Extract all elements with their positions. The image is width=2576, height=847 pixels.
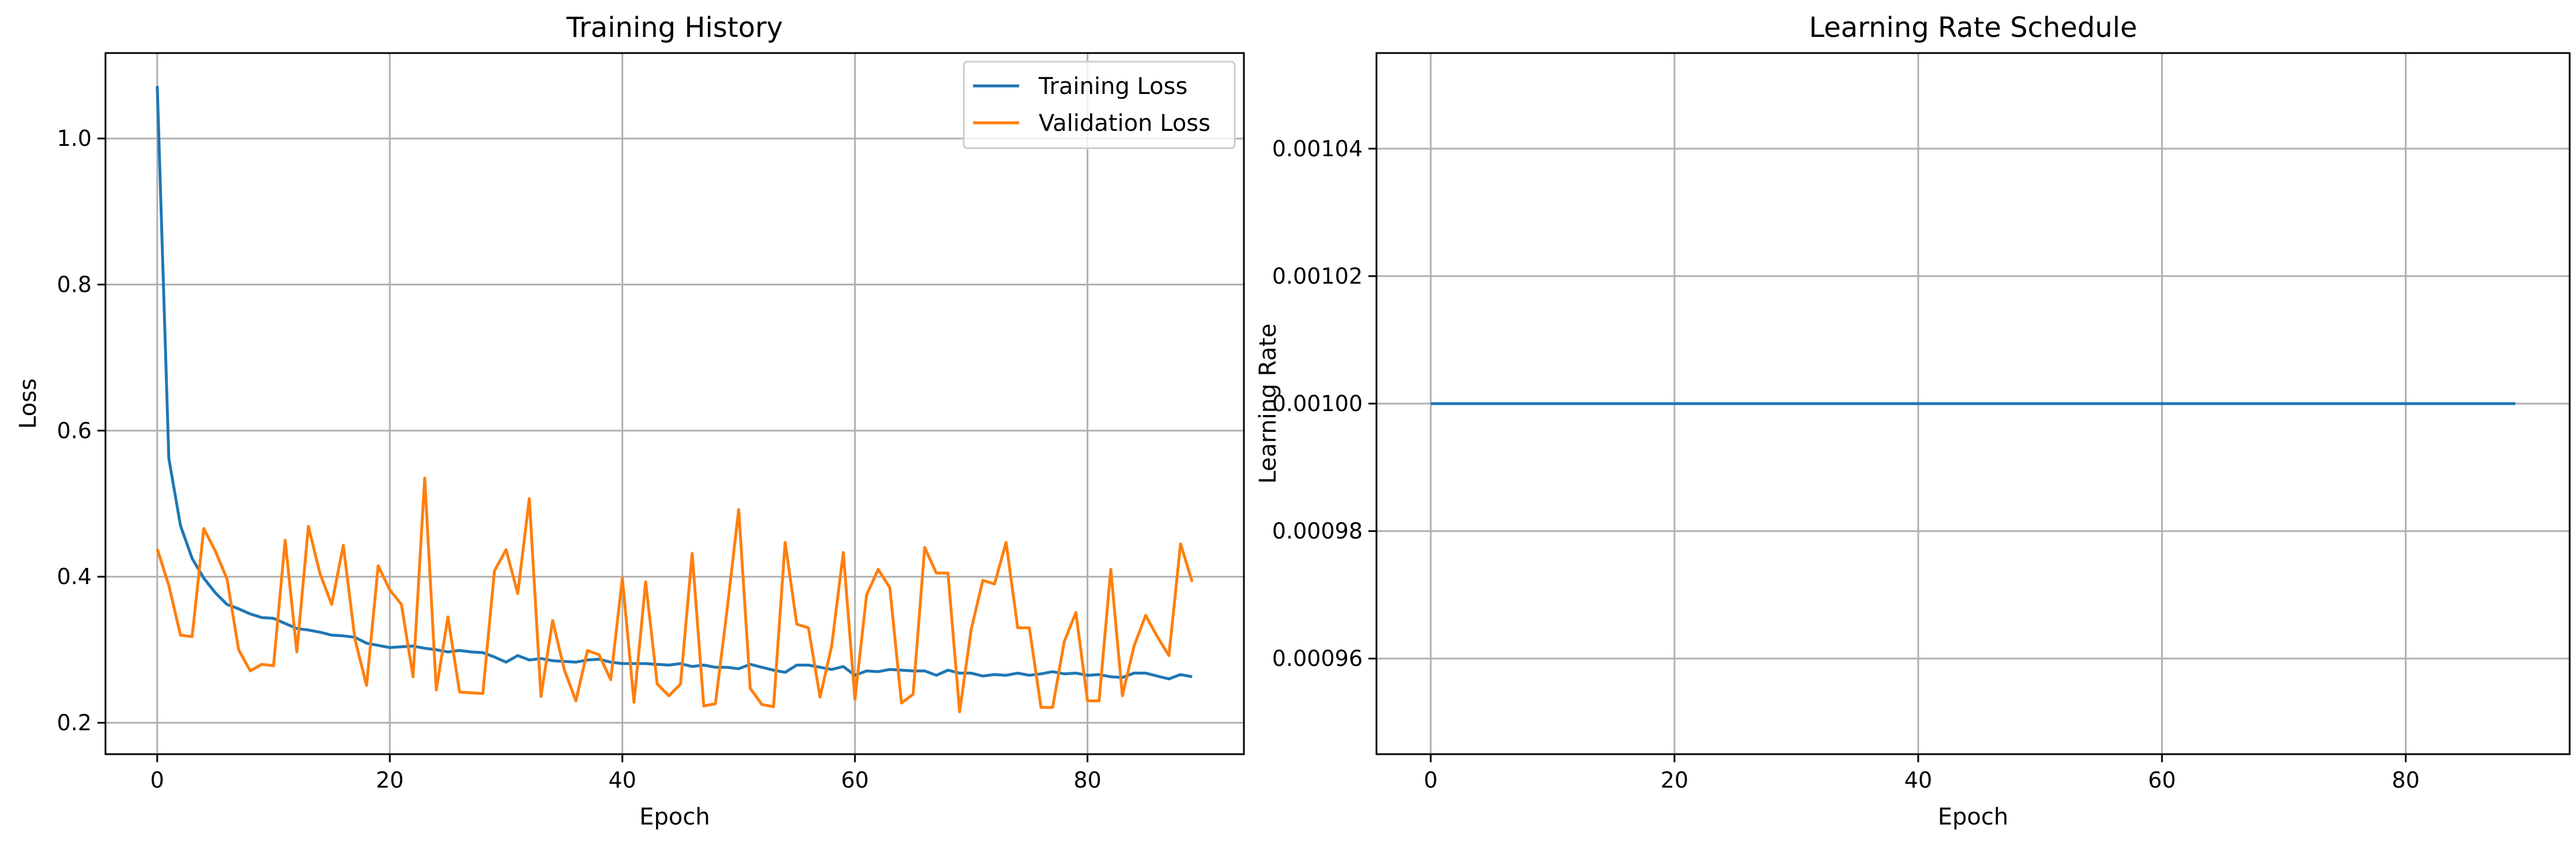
x-tick-label: 40: [609, 767, 636, 793]
y-tick-label: 0.00104: [1272, 136, 1363, 161]
x-tick-label: 20: [376, 767, 403, 793]
training-history-series: [156, 85, 1194, 713]
training-history-x-ticks: 0 20 40 60 80: [150, 754, 1102, 793]
training-history-chart: 0 20 40 60 80 0.2 0.4 0.6 0.8 1.0 Training Histo…: [15, 12, 1245, 830]
series-line: [156, 85, 1193, 680]
learning-rate-y-label: Learning Rate: [1255, 323, 1281, 484]
y-tick-label: 0.6: [57, 418, 92, 443]
x-tick-label: 80: [1073, 767, 1101, 793]
learning-rate-x-label: Epoch: [1938, 804, 2008, 830]
y-tick-label: 0.2: [57, 710, 92, 736]
y-tick-label: 0.00102: [1272, 263, 1363, 289]
y-tick-label: 0.00098: [1272, 518, 1363, 544]
x-tick-label: 20: [1661, 767, 1688, 793]
y-tick-label: 0.00096: [1272, 646, 1363, 671]
x-tick-label: 60: [841, 767, 869, 793]
y-tick-label: 0.8: [57, 272, 92, 298]
training-history-y-label: Loss: [15, 378, 42, 429]
training-history-axes-frame: [104, 52, 1245, 755]
x-tick-label: 40: [1904, 767, 1932, 793]
legend-box: [963, 61, 1236, 149]
y-tick-label: 0.00100: [1272, 391, 1363, 416]
training-history-y-ticks: 0.2 0.4 0.6 0.8 1.0: [57, 126, 105, 736]
x-tick-label: 0: [150, 767, 164, 793]
y-tick-label: 1.0: [57, 126, 92, 151]
learning-rate-title: Learning Rate Schedule: [1809, 12, 2137, 44]
y-tick-label: 0.4: [57, 564, 92, 589]
learning-rate-x-ticks: 0 20 40 60 80: [1424, 754, 2420, 793]
learning-rate-chart: 0 20 40 60 80 0.000960.000980.001000.001020.…: [1255, 12, 2571, 830]
x-tick-label: 80: [2392, 767, 2419, 793]
x-tick-label: 0: [1424, 767, 1438, 793]
learning-rate-y-ticks: 0.00096 0.00098 0.00100 0.00102 0.00104: [1272, 136, 1376, 671]
training-history-x-label: Epoch: [639, 804, 710, 830]
training-history-title: Training History: [566, 12, 783, 44]
training-history-legend: Training Loss Validation Loss: [963, 61, 1236, 149]
series-line: [156, 476, 1194, 713]
legend-label-training-loss: Training Loss: [1038, 73, 1187, 100]
legend-label-validation-loss: Validation Loss: [1039, 110, 1210, 137]
x-tick-label: 60: [2148, 767, 2176, 793]
